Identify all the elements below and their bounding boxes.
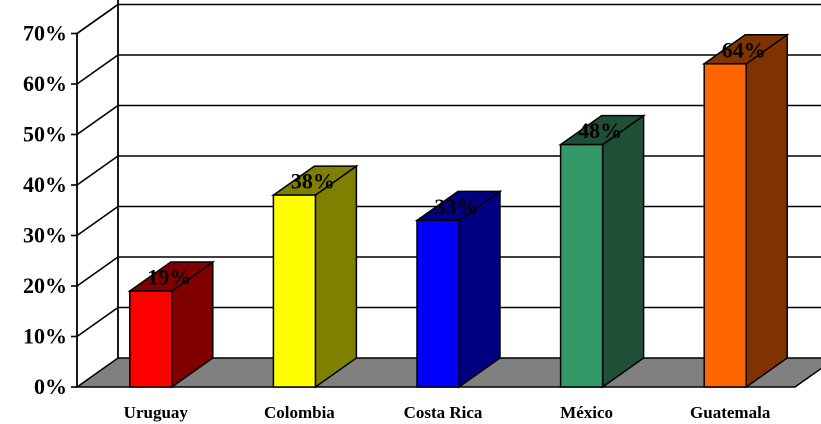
side-gridline <box>76 155 119 186</box>
category-label: Uruguay <box>124 403 189 422</box>
y-tick-label: 60% <box>23 71 67 96</box>
bar-front-face <box>129 290 173 388</box>
side-gridline <box>76 256 119 287</box>
bar-side-face <box>601 114 645 389</box>
bar <box>558 114 646 389</box>
x-axis-category-labels: Uruguay Colombia Costa Rica México Guatemala <box>124 403 771 422</box>
category-label: Colombia <box>264 403 335 422</box>
data-label: 48% <box>578 118 622 143</box>
y-axis <box>76 3 119 387</box>
side-gridline <box>76 54 119 85</box>
bar-front-face <box>703 63 747 388</box>
data-label: 19% <box>147 265 191 290</box>
y-tick-label: 0% <box>34 374 67 399</box>
side-gridline <box>76 306 119 338</box>
category-label: Costa Rica <box>404 403 483 422</box>
category-label: México <box>560 403 613 422</box>
bar-side-face <box>745 33 788 389</box>
bar-front-face <box>272 194 317 388</box>
bar-side-face <box>314 164 358 389</box>
data-label: 33% <box>435 194 479 219</box>
data-label: 38% <box>291 169 335 194</box>
bar-side-face <box>458 189 501 389</box>
bar <box>271 164 359 389</box>
side-gridline <box>76 104 119 136</box>
y-tick-label: 40% <box>23 172 67 197</box>
y-tick-label: 10% <box>23 324 67 349</box>
bar <box>127 260 216 389</box>
bar <box>701 33 790 389</box>
y-axis-tick-labels: 0% 10% 20% 30% 40% 50% 60% 70% <box>23 21 77 399</box>
bar-front-face <box>416 219 460 388</box>
y-tick-label: 50% <box>23 122 67 147</box>
side-gridline <box>76 205 119 237</box>
bars <box>127 33 790 389</box>
data-labels: 19% 38% 33% 48% 64% <box>147 37 765 289</box>
y-tick-label: 70% <box>23 21 67 46</box>
y-tick-label: 30% <box>23 223 67 248</box>
category-label: Guatemala <box>690 403 771 422</box>
y-tick-label: 20% <box>23 273 67 298</box>
data-label: 64% <box>722 37 766 62</box>
side-wall-top-edge <box>76 3 119 35</box>
bar-front-face <box>559 143 604 388</box>
bar <box>414 189 503 389</box>
